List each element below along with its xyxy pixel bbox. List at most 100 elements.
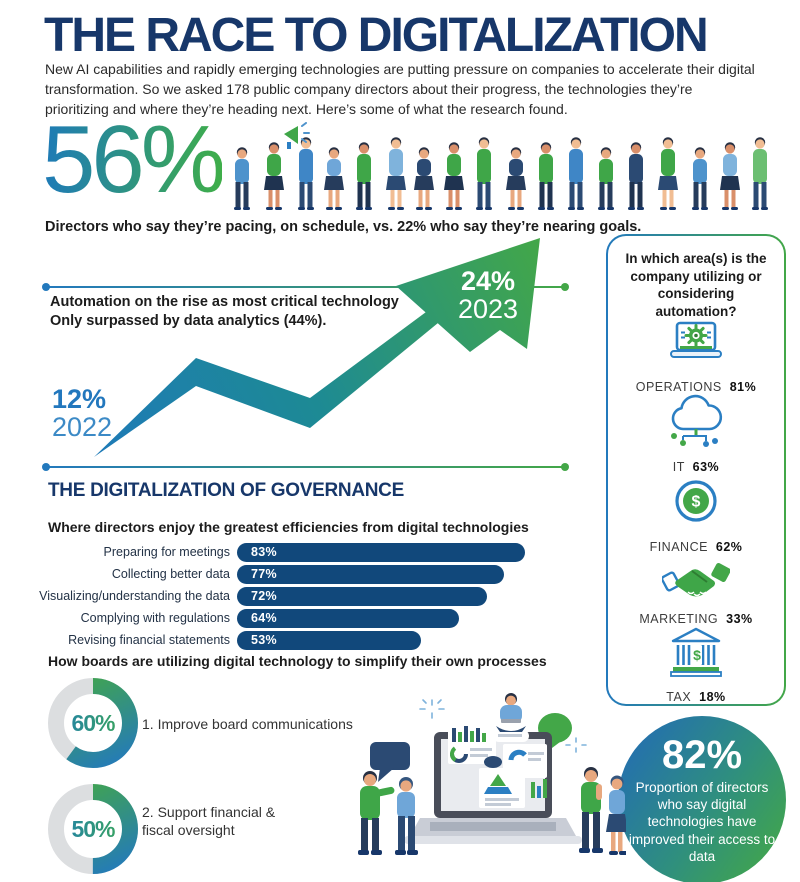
bar: 53% (237, 630, 421, 650)
automation-area-item: $ TAX 18% (666, 626, 725, 704)
crowd-person (692, 147, 708, 210)
dollar-coin-icon: $ (668, 474, 724, 535)
chart-cards (448, 720, 547, 808)
donut-label: 2. Support financial & fiscal oversight (142, 804, 276, 839)
access-stat-circle: 82% Proportion of directors who say digi… (618, 716, 786, 882)
crowd-person (598, 147, 614, 210)
crowd-person (506, 147, 526, 210)
standing-people-right (579, 767, 626, 855)
bar-category-label: Preparing for meetings (103, 545, 230, 559)
crowd-illustration (234, 122, 768, 210)
crowd-person (628, 142, 644, 210)
sparkle-icon (419, 699, 587, 753)
governance-heading: THE DIGITALIZATION OF GOVERNANCE (48, 480, 404, 501)
donut-ring (48, 678, 138, 768)
automation-area-label: TAX 18% (666, 690, 726, 705)
bar: 64% (237, 608, 460, 628)
laptop-gear-icon (664, 320, 728, 375)
efficiency-bar-row: Collecting better data 77% (0, 563, 600, 585)
crowd-person (234, 147, 250, 210)
standing-people-left (358, 771, 418, 855)
bar-value-label: 53% (251, 633, 277, 647)
crowd-person (568, 137, 584, 210)
bar: 72% (237, 586, 487, 606)
handshake-icon (660, 554, 731, 607)
crowd-person (752, 137, 768, 210)
donut-value: 60% (46, 676, 140, 770)
trend-end-year: 2023 (457, 294, 519, 325)
efficiency-bar-row: Revising financial statements 53% (0, 629, 600, 651)
automation-areas-panel: In which area(s) is the company utilizin… (606, 234, 786, 706)
efficiency-bar-row: Preparing for meetings 83% (0, 541, 600, 563)
automation-area-label: FINANCE 62% (649, 540, 743, 555)
automation-area-value: 81% (729, 380, 757, 395)
automation-area-item: OPERATIONS 81% (636, 320, 757, 394)
bar: 83% (237, 542, 525, 562)
trend-end-value: 24% (460, 266, 516, 296)
efficiencies-subtitle: Where directors enjoy the greatest effic… (48, 519, 529, 535)
svg-text:$: $ (693, 647, 701, 663)
crowd-person (324, 147, 344, 210)
bar-value-label: 83% (251, 545, 277, 559)
crowd-person (386, 137, 406, 210)
automation-area-item: $ FINANCE 62% (650, 474, 743, 554)
automation-area-label: IT 63% (672, 460, 720, 475)
bar-value-label: 64% (251, 611, 277, 625)
donut-label: 1. Improve board communications (142, 716, 353, 732)
speech-bubble-navy (370, 742, 410, 782)
automation-area-value: 62% (715, 540, 743, 555)
bank-icon: $ (668, 626, 724, 685)
megaphone-icon (284, 122, 310, 149)
automation-area-value: 18% (699, 690, 726, 705)
trend-annotation: Automation on the rise as most critical … (50, 294, 399, 329)
trend-start-year: 2022 (52, 412, 113, 443)
trend-start-point: 12% 2022 (52, 385, 112, 442)
trend-start-value: 12% (52, 384, 107, 414)
board-usage-subtitle: How boards are utilizing digital technol… (48, 653, 547, 669)
automation-area-label: OPERATIONS 81% (635, 380, 757, 395)
intro-paragraph: New AI capabilities and rapidly emerging… (45, 61, 755, 117)
access-stat-caption: Proportion of directors who say digital … (628, 779, 776, 864)
automation-area-item: MARKETING 33% (639, 554, 752, 626)
automation-trend-chart (42, 238, 569, 471)
bar-category-label: Collecting better data (111, 567, 230, 581)
bar-category-label: Complying with regulations (80, 611, 230, 625)
automation-area-value: 63% (692, 460, 720, 475)
donut-ring (48, 784, 138, 874)
crowd-person (444, 142, 464, 210)
bar: 77% (237, 564, 505, 584)
automation-area-value: 33% (726, 612, 753, 627)
automation-area-item: IT 63% (664, 394, 728, 474)
access-stat-value: 82% (661, 732, 743, 777)
bar-category-label: Revising financial statements (68, 633, 230, 647)
crowd-person (658, 137, 678, 210)
bar-value-label: 77% (251, 567, 277, 581)
crowd-person (356, 142, 372, 210)
bottom-divider-line (42, 463, 569, 471)
efficiency-bar-row: Complying with regulations 64% (0, 607, 600, 629)
svg-text:$: $ (692, 494, 701, 511)
sitting-person (496, 693, 526, 732)
bar-value-label: 72% (251, 589, 277, 603)
trend-end-point: 24% 2023 (440, 267, 536, 324)
panel-title: In which area(s) is the company utilizin… (625, 251, 767, 319)
donut-chart: 60% (46, 676, 140, 770)
collaboration-illustration (358, 693, 626, 855)
crowd-person (538, 142, 554, 210)
growth-arrow (94, 238, 540, 457)
pacing-stat-value: 56% (42, 106, 226, 213)
efficiencies-bar-chart: Preparing for meetings 83% Collecting bett… (0, 541, 600, 651)
crowd-person (476, 137, 492, 210)
cloud-network-icon (664, 394, 728, 455)
crowd-person (414, 147, 434, 210)
automation-area-label: MARKETING 33% (639, 612, 753, 627)
page-title: THE RACE TO DIGITALIZATION (44, 9, 709, 62)
crowd-person (720, 142, 740, 210)
bar-category-label: Visualizing/understanding the data (39, 589, 230, 603)
crowd-person (264, 142, 284, 210)
donut-chart: 50% (46, 782, 140, 876)
pacing-stat-caption: Directors who say they’re pacing, on sch… (45, 219, 642, 235)
efficiency-bar-row: Visualizing/understanding the data 72% (0, 585, 600, 607)
crowd-person (298, 137, 314, 210)
